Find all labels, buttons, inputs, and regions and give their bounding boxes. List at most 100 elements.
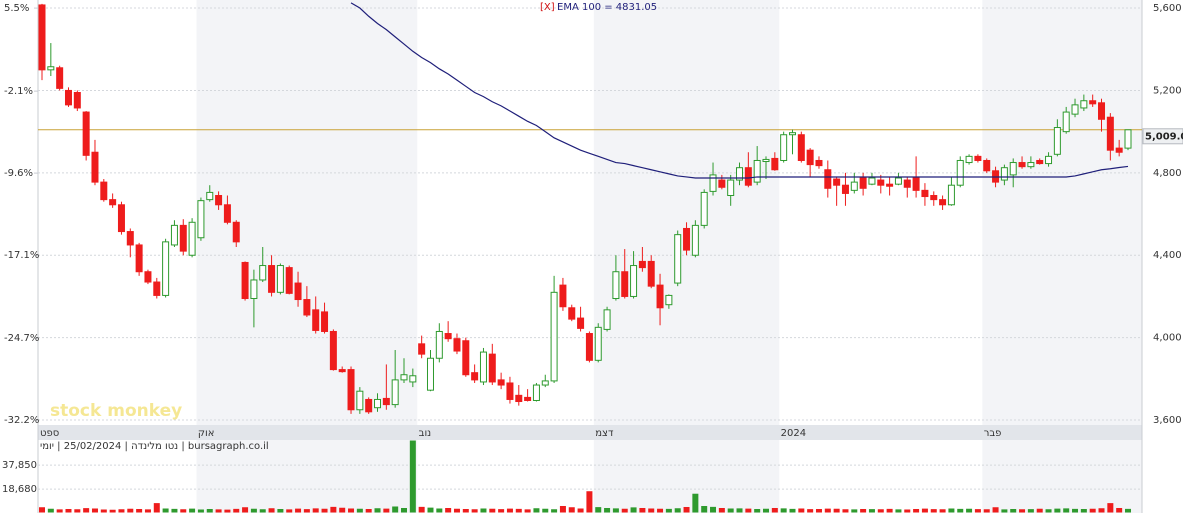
volume-bar xyxy=(189,508,196,513)
candle-body xyxy=(294,282,302,301)
candle-body xyxy=(718,179,726,188)
volume-bar xyxy=(665,508,672,513)
volume-bar xyxy=(780,508,787,513)
volume-bar xyxy=(851,509,858,513)
volume-bar xyxy=(692,493,699,513)
volume-bar xyxy=(506,508,513,513)
volume-bar xyxy=(1080,508,1087,513)
volume-bar xyxy=(886,508,893,513)
volume-bar xyxy=(1045,509,1052,513)
candle-body xyxy=(956,159,964,186)
volume-bar xyxy=(983,509,990,513)
candle-body xyxy=(232,221,240,243)
volume-bar xyxy=(630,507,637,513)
candle-body xyxy=(939,199,947,206)
volume-bar xyxy=(39,507,45,513)
volume-bar xyxy=(1027,509,1034,513)
candle-body xyxy=(788,132,796,136)
candle-body xyxy=(329,330,337,371)
volume-bar xyxy=(701,505,708,513)
volume-bar xyxy=(639,507,646,513)
volume-bar xyxy=(710,506,717,513)
candle-body xyxy=(497,379,505,386)
candle-body xyxy=(135,244,143,273)
volume-bar xyxy=(374,508,381,513)
month-band xyxy=(982,440,1142,513)
volume-bar xyxy=(515,508,522,513)
volume-bar xyxy=(392,506,399,513)
volume-bar xyxy=(868,509,875,513)
candle-body xyxy=(744,167,752,186)
volume-bar xyxy=(1107,503,1114,513)
volume-bar xyxy=(83,508,90,513)
candle-body xyxy=(1009,162,1017,176)
volume-bar xyxy=(754,508,761,513)
candle-body xyxy=(806,149,814,166)
volume-bar xyxy=(330,506,337,513)
volume-bar xyxy=(657,508,664,513)
volume-bar xyxy=(498,509,505,513)
volume-bar xyxy=(621,508,628,513)
candle-body xyxy=(771,157,779,171)
y2-tick-label: -17.1% xyxy=(4,250,39,261)
candle-body xyxy=(303,299,311,316)
volume-bar xyxy=(559,505,566,513)
candle-body xyxy=(462,340,470,376)
candle-body xyxy=(621,271,629,297)
y2-tick-label: -24.7% xyxy=(4,333,39,344)
volume-bar xyxy=(577,508,584,513)
candle-body xyxy=(1018,162,1026,168)
volume-bar xyxy=(948,508,955,513)
candle-body xyxy=(674,234,682,284)
price-label: 5,009.00 xyxy=(1145,131,1183,142)
x-tick-label: פבר xyxy=(984,428,1002,439)
volume-bar xyxy=(1019,509,1026,513)
y2-tick-label: 5.5% xyxy=(4,3,29,14)
volume-bar xyxy=(409,440,416,513)
y2-tick-label: -2.1% xyxy=(4,86,33,97)
candle-body xyxy=(541,380,549,386)
volume-bar xyxy=(153,503,160,513)
volume-bar xyxy=(674,508,681,513)
candle-body xyxy=(73,91,81,109)
candle-body xyxy=(276,265,284,293)
candle-body xyxy=(47,66,55,71)
ema-prefix[interactable]: [X] xyxy=(540,2,555,13)
volume-bar xyxy=(913,508,920,513)
candle-body xyxy=(630,265,638,297)
volume-bar xyxy=(1072,508,1079,513)
volume-bar xyxy=(109,509,116,513)
volume-bar xyxy=(727,508,734,513)
volume-bar xyxy=(815,508,822,513)
month-band xyxy=(593,440,780,513)
volume-bar xyxy=(56,509,63,513)
candle-body xyxy=(400,374,408,381)
y-tick-label: 4,800 xyxy=(1153,168,1182,179)
volume-bar xyxy=(480,508,487,513)
volume-bar xyxy=(921,508,928,513)
candle-body xyxy=(1036,159,1044,165)
volume-bar xyxy=(833,508,840,513)
volume-bar xyxy=(445,507,452,513)
volume-bar xyxy=(992,507,999,513)
candle-body xyxy=(894,177,902,185)
candle-body xyxy=(815,159,823,167)
volume-bar xyxy=(339,507,346,513)
candle-body xyxy=(347,369,355,411)
volume-bar xyxy=(1036,508,1043,513)
volume-bar xyxy=(233,508,240,513)
y-tick-label: 4,000 xyxy=(1153,333,1182,344)
candle-body xyxy=(612,271,620,300)
candle-body xyxy=(215,195,223,206)
volume-bar xyxy=(171,508,178,513)
volume-bar xyxy=(568,507,575,513)
candle-body xyxy=(709,174,717,192)
candle-body xyxy=(965,155,973,164)
x-tick-label: 2024 xyxy=(781,428,806,439)
volume-bar xyxy=(259,509,266,513)
candle-body xyxy=(683,227,691,251)
candle-body xyxy=(188,221,196,256)
candle-body xyxy=(426,357,434,391)
candle-body xyxy=(162,241,170,296)
volume-bar xyxy=(895,509,902,513)
